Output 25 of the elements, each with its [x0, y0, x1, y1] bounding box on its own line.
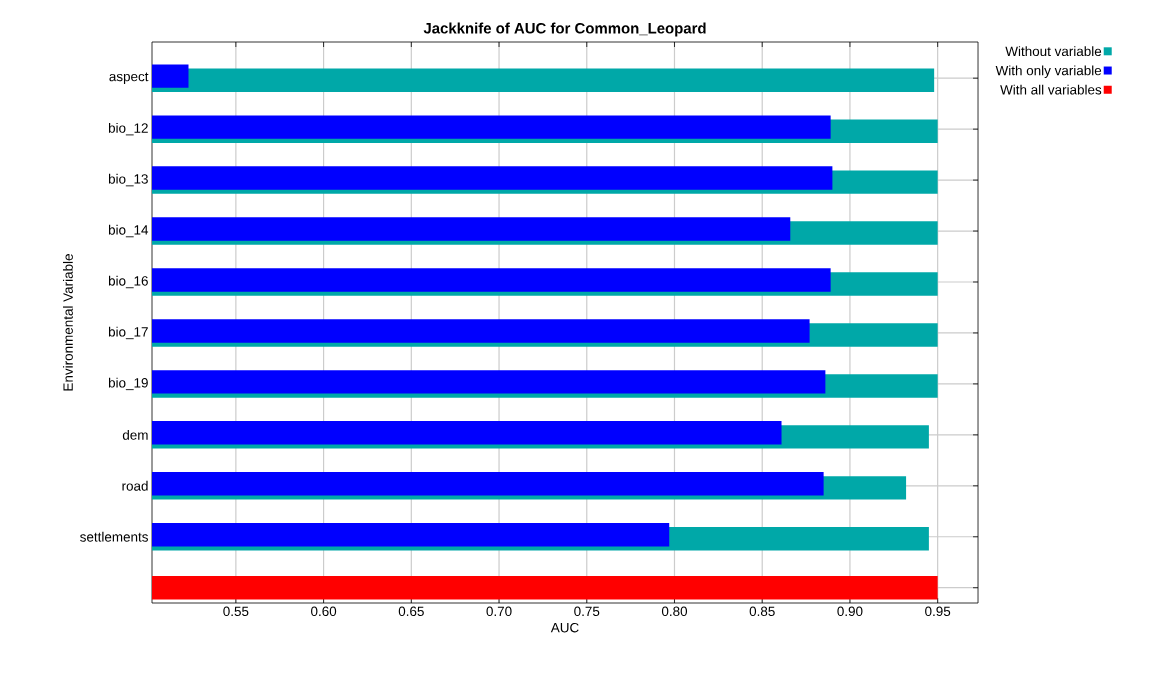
y-axis-title: Environmental Variable	[62, 254, 73, 391]
x-tick-label: 0.90	[837, 606, 863, 617]
y-tick-label: bio_13	[108, 173, 148, 187]
x-tick-label: 0.60	[311, 606, 337, 617]
y-tick-label: bio_19	[108, 377, 148, 391]
x-tick-label: 0.70	[486, 606, 512, 617]
y-tick-label: bio_14	[108, 224, 149, 238]
x-tick-label: 0.65	[398, 606, 424, 617]
y-tick-label: bio_12	[108, 122, 148, 136]
x-axis-title: AUC	[550, 622, 579, 633]
x-tick-label: 0.95	[925, 606, 951, 617]
legend-label: With only variable	[995, 65, 1102, 78]
y-tick-label: bio_17	[108, 326, 148, 340]
y-tick-label: aspect	[109, 72, 149, 84]
y-tick-label: road	[122, 480, 148, 491]
y-tick-label: bio_16	[108, 275, 148, 289]
chart-title: Jackknife of AUC for Common_Leopard	[423, 22, 706, 37]
x-tick-label: 0.85	[749, 606, 775, 617]
x-tick-label: 0.75	[574, 606, 600, 617]
x-tick-label: 0.55	[223, 606, 249, 617]
y-tick-label: dem	[122, 429, 148, 440]
legend-label: Without variable	[1005, 46, 1102, 57]
y-tick-label: settlements	[80, 531, 148, 542]
legend-label: With all variables	[1000, 84, 1102, 95]
x-tick-label: 0.80	[661, 606, 688, 617]
